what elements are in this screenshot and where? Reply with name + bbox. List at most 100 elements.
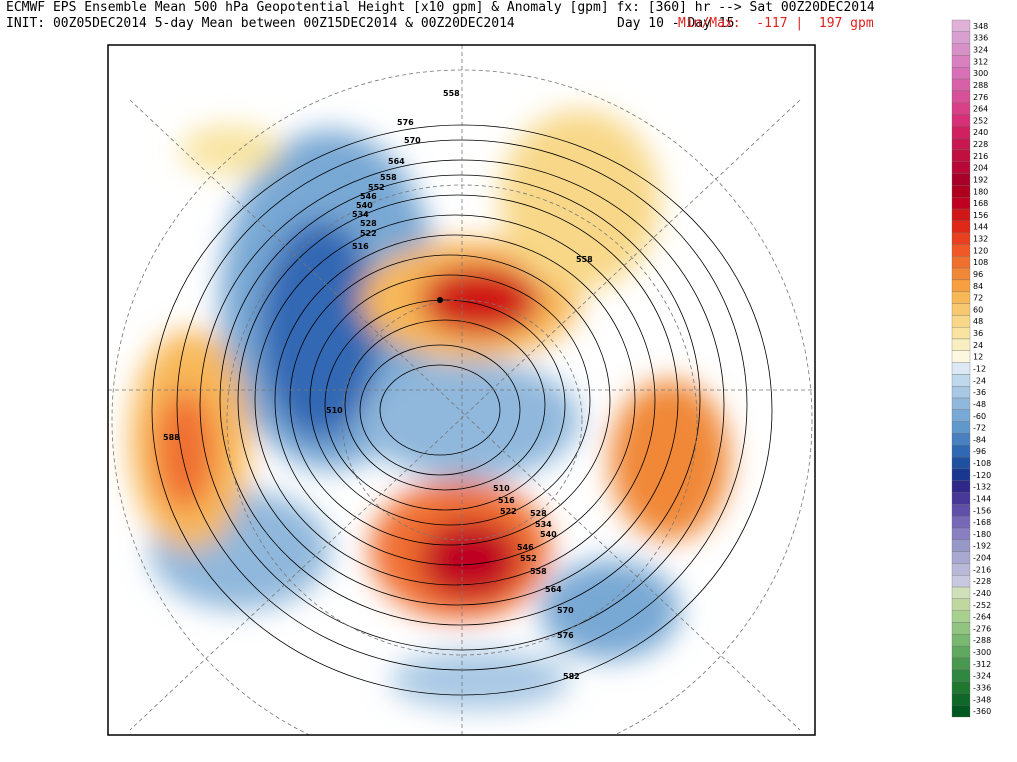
colorbar-swatch xyxy=(951,563,971,576)
init-line: INIT: 00Z05DEC2014 5-day Mean between 00… xyxy=(6,16,515,31)
colorbar-swatch xyxy=(951,504,971,517)
colorbar-label: -72 xyxy=(973,424,986,433)
colorbar-swatch xyxy=(951,598,971,611)
contour-label: 546 xyxy=(517,543,534,552)
colorbar-swatch xyxy=(951,19,971,32)
colorbar-label: 264 xyxy=(973,105,988,114)
graticule xyxy=(108,45,815,735)
colorbar-swatch xyxy=(951,291,971,304)
colorbar-swatch xyxy=(951,492,971,505)
colorbar-swatch xyxy=(951,149,971,162)
colorbar-swatch xyxy=(951,126,971,139)
colorbar-swatch xyxy=(951,114,971,127)
contour-labels: 5585765705645585525465405345285225165585… xyxy=(163,89,593,681)
colorbar-swatch xyxy=(951,90,971,103)
contour-label: 582 xyxy=(563,672,580,681)
colorbar-label: -252 xyxy=(973,601,991,610)
contour-label: 516 xyxy=(352,242,369,251)
colorbar-label: 72 xyxy=(973,294,983,303)
colorbar-label: 96 xyxy=(973,270,983,279)
colorbar-swatch xyxy=(951,303,971,316)
contour-label: 558 xyxy=(443,89,460,98)
colorbar-label: -348 xyxy=(973,695,991,704)
colorbar-swatch xyxy=(951,267,971,281)
contour-label: 558 xyxy=(576,255,593,264)
colorbar-swatch xyxy=(951,586,971,600)
colorbar-swatch xyxy=(951,421,971,434)
colorbar-label: 60 xyxy=(973,305,983,314)
contour-label: 558 xyxy=(380,173,397,182)
contour-label: 588 xyxy=(163,433,180,442)
colorbar-label: -60 xyxy=(973,412,986,421)
contour-label: 558 xyxy=(530,567,547,576)
colorbar-label: -48 xyxy=(973,400,986,409)
colorbar-label: -84 xyxy=(973,435,986,444)
colorbar-label: -120 xyxy=(973,471,991,480)
contour-label: 552 xyxy=(520,554,537,563)
title-line: ECMWF EPS Ensemble Mean 500 hPa Geopoten… xyxy=(6,0,875,15)
colorbar-label: 36 xyxy=(973,329,983,338)
contour-label: 534 xyxy=(535,520,552,529)
colorbar-swatch xyxy=(951,480,971,493)
colorbar-swatch xyxy=(951,256,971,269)
contour-label: 564 xyxy=(388,157,405,166)
contour-label: 576 xyxy=(557,631,574,640)
colorbar-label: 288 xyxy=(973,81,988,90)
colorbar-swatch xyxy=(951,527,971,540)
min-max: Min/Max: -117 | 197 gpm xyxy=(678,16,874,31)
colorbar-swatch xyxy=(951,539,971,552)
colorbar-swatch xyxy=(951,374,971,387)
colorbar-label: 168 xyxy=(973,199,988,208)
colorbar-swatch xyxy=(951,397,971,410)
colorbar-label: 312 xyxy=(973,57,988,66)
colorbar-swatch xyxy=(951,622,971,635)
colorbar-label: -216 xyxy=(973,565,991,574)
colorbar-label: -180 xyxy=(973,530,991,539)
colorbar-label: -156 xyxy=(973,506,991,515)
pole xyxy=(437,297,443,303)
colorbar-swatch xyxy=(951,551,971,564)
colorbar-swatch xyxy=(951,445,971,458)
colorbar-swatch xyxy=(951,409,971,422)
colorbar-label: -192 xyxy=(973,542,991,551)
colorbar-swatch xyxy=(951,516,971,529)
colorbar-swatch xyxy=(951,43,971,56)
colorbar-label: -96 xyxy=(973,447,986,456)
contour-label: 576 xyxy=(397,118,414,127)
contour-label: 528 xyxy=(530,509,547,518)
colorbar-swatch xyxy=(951,161,971,174)
colorbar-swatch xyxy=(951,456,971,470)
colorbar-label: 84 xyxy=(973,282,983,291)
colorbar-label: -324 xyxy=(973,672,991,681)
colorbar-swatch xyxy=(951,575,971,588)
colorbar-swatch xyxy=(951,55,971,68)
contour-label: 570 xyxy=(557,606,574,615)
colorbar-label: 216 xyxy=(973,152,988,161)
colorbar-swatch xyxy=(951,197,971,210)
colorbar-swatch xyxy=(951,315,971,328)
colorbar-label: -312 xyxy=(973,660,991,669)
colorbar-label: 300 xyxy=(973,69,988,78)
contour-label: 522 xyxy=(360,229,377,238)
colorbar-swatch xyxy=(951,327,971,340)
colorbar-label: -360 xyxy=(973,707,991,716)
colorbar-label: 348 xyxy=(973,22,988,31)
colorbar-label: -132 xyxy=(973,483,991,492)
colorbar-swatch xyxy=(951,386,971,399)
colorbar-label: 228 xyxy=(973,140,988,149)
colorbar-label: 144 xyxy=(973,223,988,232)
colorbar-label: 180 xyxy=(973,187,988,196)
contour-label: 510 xyxy=(326,406,343,415)
map-frame xyxy=(107,44,816,736)
colorbar-swatch xyxy=(951,208,971,221)
contour-label: 540 xyxy=(356,201,373,210)
colorbar-label: 156 xyxy=(973,211,988,220)
colorbar-swatch xyxy=(951,468,971,481)
contour-label: 564 xyxy=(545,585,562,594)
contour-label: 540 xyxy=(540,530,557,539)
colorbar-swatch xyxy=(951,279,971,292)
colorbar-swatch xyxy=(951,185,971,198)
colorbar-swatch xyxy=(951,705,971,718)
colorbar-label: -168 xyxy=(973,518,991,527)
